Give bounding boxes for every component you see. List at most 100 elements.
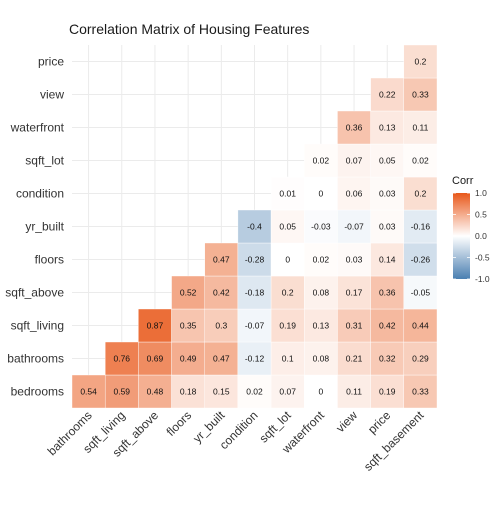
value-label: -0.28 (245, 255, 265, 265)
value-label: 0.05 (279, 222, 296, 232)
value-label: 0.13 (379, 123, 396, 133)
x-tick-label: view (333, 408, 360, 435)
value-label: 0.1 (282, 354, 294, 364)
tile (370, 242, 405, 277)
tile (403, 242, 438, 277)
tile (403, 44, 438, 79)
value-labels: 0.54 0.59 0.48 0.18 0.15 0.02 0.07 0 0.11 0.19 0.3… (80, 57, 430, 397)
y-tick-label: floors (35, 253, 64, 267)
value-label: 0.35 (180, 321, 197, 331)
value-label: 0.08 (313, 288, 330, 298)
y-tick-label: bathrooms (7, 352, 64, 366)
value-label: 0.59 (113, 387, 130, 397)
tile (370, 209, 405, 244)
value-label: 0 (318, 189, 323, 199)
tile (204, 341, 239, 376)
tile (337, 341, 371, 376)
value-label: -0.4 (247, 222, 262, 232)
tile (304, 209, 338, 244)
tile (270, 242, 305, 277)
value-label: 0.29 (412, 354, 429, 364)
tile (237, 242, 272, 277)
tile (270, 209, 305, 244)
tile (171, 341, 205, 376)
tile (138, 374, 172, 409)
value-label: 0.01 (279, 189, 296, 199)
tile (304, 341, 338, 376)
value-label: 0.69 (147, 354, 164, 364)
tile (403, 143, 438, 178)
value-label: 0.47 (213, 354, 230, 364)
tile (171, 308, 205, 343)
value-label: 0.87 (147, 321, 164, 331)
value-label: 0.08 (313, 354, 330, 364)
value-label: 0 (318, 387, 323, 397)
tile (270, 176, 305, 211)
value-label: 0.36 (379, 288, 396, 298)
legend-break-label: 1.0 (475, 188, 487, 198)
tile (138, 341, 172, 376)
value-label: -0.07 (344, 222, 364, 232)
value-label: 0.06 (346, 189, 363, 199)
tile (71, 374, 106, 409)
y-tick-labels: bedrooms bathrooms sqft_living sqft_above fl… (5, 55, 64, 399)
legend-colorbar (453, 193, 470, 279)
value-label: 0.17 (346, 288, 363, 298)
y-tick-label: sqft_lot (25, 154, 64, 168)
y-tick-label: bedrooms (11, 385, 64, 399)
tile (370, 110, 405, 145)
value-label: 0.3 (215, 321, 227, 331)
value-label: 0.02 (412, 156, 429, 166)
tile (237, 308, 272, 343)
value-label: 0.02 (246, 387, 263, 397)
tile (337, 308, 371, 343)
tile (370, 341, 405, 376)
tile (138, 308, 172, 343)
value-label: 0.32 (379, 354, 396, 364)
y-tick-label: sqft_above (5, 286, 64, 300)
value-label: 0.42 (379, 321, 396, 331)
tile (403, 77, 438, 112)
y-tick-label: waterfront (10, 121, 65, 135)
tile (171, 275, 205, 310)
legend-break-label: -0.5 (475, 253, 490, 263)
y-tick-label: price (38, 55, 64, 69)
value-label: 0.02 (313, 255, 330, 265)
y-tick-label: view (40, 88, 64, 102)
chart-title: Correlation Matrix of Housing Features (69, 21, 310, 37)
value-label: 0.18 (180, 387, 197, 397)
tile (270, 275, 305, 310)
value-label: 0.76 (113, 354, 130, 364)
tile (104, 374, 139, 409)
value-label: 0.49 (180, 354, 197, 364)
tile (403, 374, 438, 409)
value-label: -0.12 (245, 354, 265, 364)
tiles (71, 44, 438, 409)
value-label: 0.03 (379, 189, 396, 199)
tile (370, 77, 405, 112)
value-label: 0.07 (346, 156, 363, 166)
tile (370, 374, 405, 409)
tile (370, 143, 405, 178)
value-label: -0.16 (411, 222, 431, 232)
value-label: 0.2 (414, 189, 426, 199)
y-tick-label: condition (16, 187, 64, 201)
value-label: 0.54 (80, 387, 97, 397)
value-label: -0.03 (311, 222, 331, 232)
value-label: -0.18 (245, 288, 265, 298)
legend-break-label: 0.0 (475, 231, 487, 241)
tile (204, 374, 239, 409)
tile (204, 242, 239, 277)
value-label: 0.48 (147, 387, 164, 397)
value-label: 0.03 (379, 222, 396, 232)
value-label: 0.11 (412, 123, 428, 133)
x-tick-label: floors (164, 408, 195, 439)
tile (370, 275, 405, 310)
value-label: 0.13 (313, 321, 330, 331)
value-label: -0.05 (411, 288, 431, 298)
value-label: 0.21 (346, 354, 363, 364)
tile (270, 374, 305, 409)
value-label: 0.19 (379, 387, 396, 397)
